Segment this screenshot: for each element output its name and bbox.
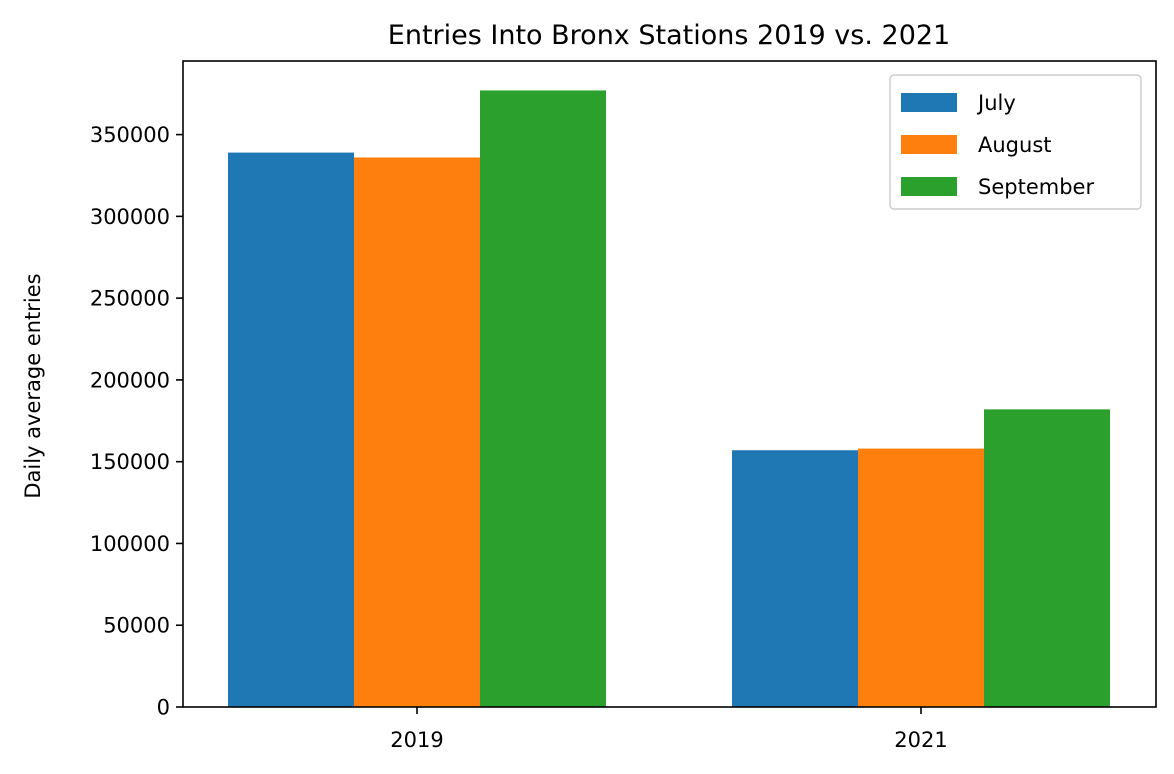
bar-august-2019 [354, 157, 480, 707]
bar-september-2021 [984, 409, 1110, 707]
legend-label-july: July [976, 91, 1016, 115]
y-tick-label: 200000 [90, 368, 170, 392]
x-tick-label: 2021 [894, 728, 947, 752]
y-tick-label: 0 [157, 696, 170, 720]
legend-label-august: August [978, 133, 1052, 157]
bar-august-2021 [858, 448, 984, 707]
y-tick-label: 350000 [90, 123, 170, 147]
legend: July August September [889, 74, 1142, 210]
legend-swatch-august [901, 135, 957, 154]
bar-july-2021 [732, 450, 858, 707]
legend-swatch-september [901, 177, 957, 196]
y-tick-label: 150000 [90, 450, 170, 474]
y-axis-title: Daily average entries [21, 273, 45, 498]
x-axis: 2019 2021 [390, 707, 948, 752]
y-tick-label: 100000 [90, 532, 170, 556]
plot-frame [182, 60, 1157, 708]
legend-label-september: September [978, 175, 1094, 199]
y-tick-label: 50000 [103, 614, 170, 638]
bar-september-2019 [480, 90, 606, 707]
plot-bars [228, 90, 1110, 707]
y-tick-label: 250000 [90, 287, 170, 311]
y-tick-label: 300000 [90, 205, 170, 229]
bar-july-2019 [228, 152, 354, 707]
x-tick-label: 2019 [390, 728, 443, 752]
legend-items: July August September [901, 91, 1094, 199]
legend-swatch-july [901, 93, 957, 112]
chart-title: Entries Into Bronx Stations 2019 vs. 202… [388, 20, 950, 51]
y-axis: 0 50000 100000 150000 200000 250000 300000 3500… [90, 123, 183, 720]
